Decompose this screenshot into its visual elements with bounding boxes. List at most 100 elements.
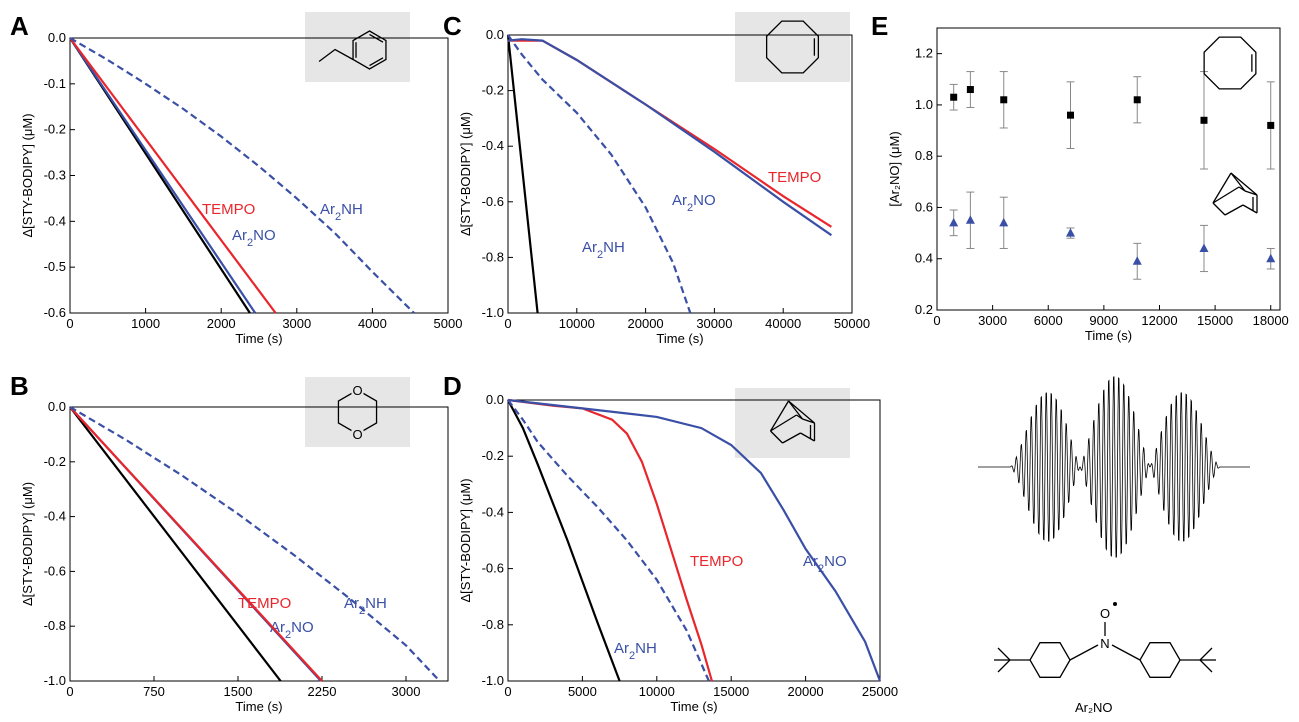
data-point-triangle [1132,256,1142,265]
x-tick-label: 1000 [131,316,160,331]
ring [765,20,820,74]
x-tick-label: 3000 [282,316,311,331]
data-point-triangle [949,217,959,227]
y-tick-label: 1.2 [915,46,933,61]
bond [1230,172,1246,192]
data-point-square [1267,121,1275,129]
series-line-ar2nh [507,34,692,314]
double-bond [369,57,384,67]
bond [787,400,804,420]
bond [782,432,801,444]
x-tick-label: 20000 [788,684,824,699]
y-tick-label: 1.0 [915,97,933,112]
y-tick-label: -1.0 [482,673,504,688]
data-point-square [966,86,974,94]
bond [1244,190,1258,196]
x-tick-label: 3000 [978,313,1007,328]
panel-a: A 0 1000 2000 3000 4000 5000 0.0 -0.1 -0.2 -0.3 -0.… [10,11,462,346]
x-tick-label: 10000 [639,684,675,699]
data-point-triangle [1065,228,1075,237]
x-tick-label: 25000 [862,684,898,699]
series-line-control [69,406,282,682]
x-tick-label: 0 [504,316,511,331]
x-tick-label: 1500 [224,684,253,699]
bond [769,400,790,432]
esr-spectrum [978,376,1250,558]
series-label-ar2nh: Ar2NH [320,201,363,223]
inset-background [735,12,850,82]
x-tick-label: 10000 [559,316,595,331]
x-tick-label: 5000 [434,316,463,331]
dioxane-structure: OO [305,377,410,447]
y-tick-label: -0.8 [482,617,504,632]
n-bond-right [1111,644,1141,661]
data-point-triangle [1199,243,1209,252]
right-phenyl-ring [1139,642,1181,678]
plot-frame [507,34,853,314]
ar2no-compound-label: Ar₂NO [1075,700,1113,715]
bond [800,432,815,442]
x-tick-label: 0 [933,313,940,328]
x-axis-label: Time (s) [670,699,717,714]
esr-trace [978,376,1250,558]
ethylbenzene-structure [305,12,410,82]
cyclooctene-structure [1203,36,1257,90]
bond [1224,204,1244,216]
x-tick-label: 0 [66,684,73,699]
data-point-triangle [965,215,975,224]
x-axis-label: Time (s) [235,331,282,346]
x-tick-label: 3000 [392,684,421,699]
series-line-ar2nh [69,37,415,314]
series-line-control [506,34,539,314]
oxygen-atom: O [352,383,362,398]
y-tick-label: -0.1 [44,76,66,91]
y-tick-label: -0.8 [44,618,66,633]
bond [802,418,815,424]
series-label-ar2nh: Ar2NH [582,239,625,261]
y-tick-label: 0.4 [915,251,933,266]
series-line-tempo [69,406,323,682]
y-axis-label: [Ar₂NO] (μM) [887,131,902,206]
series-label-ar2no: Ar2NO [803,553,847,575]
plot-frame [69,406,449,682]
series-label-tempo: TEMPO [202,201,255,218]
x-tick-label: 50000 [834,316,870,331]
panel-letter: E [871,11,888,41]
y-tick-label: -0.2 [482,83,504,98]
x-tick-label: 15000 [713,684,749,699]
ring [1203,36,1257,90]
series-line-ar2no [507,38,833,237]
series-label-ar2no: Ar2NO [672,192,716,214]
series-line-ar2nh [69,406,441,682]
data-point-square [1133,96,1141,104]
series-label-ar2no: Ar2NO [232,227,276,249]
y-tick-label: -0.4 [44,509,66,524]
y-tick-label: 0.0 [486,392,504,407]
series-line-ar2no [69,37,257,314]
panel-c: C 0 10000 20000 30000 40000 50000 0.0 -0.2 -0.4 -0… [443,11,870,346]
panel-d: D 0 5000 10000 15000 20000 25000 0.0 -0.2 -0.4 -0.… [443,371,898,714]
y-tick-label: -0.2 [44,454,66,469]
series-label-ar2no: Ar2NO [270,619,314,641]
x-tick-label: 2000 [207,316,236,331]
series-line-tempo [507,398,713,682]
panel-letter: A [10,11,29,41]
x-tick-label: 15000 [1197,313,1233,328]
plot-frame [507,399,881,682]
y-tick-label: 0.6 [915,199,933,214]
x-tick-label: 0 [504,684,511,699]
plot-frame [936,27,1281,311]
data-point-square [1200,116,1208,124]
x-tick-label: 18000 [1253,313,1289,328]
y-axis-label: Δ[STY-BODIPY] (μM) [458,112,473,236]
panel-b: B OO0 750 1500 2250 30000.0-0.2-0.4-0.6-0.8-1… [10,371,449,714]
x-tick-label: 12000 [1141,313,1177,328]
x-tick-label: 0 [66,316,73,331]
y-tick-label: 0.0 [48,30,66,45]
y-tick-label: -1.0 [44,673,66,688]
y-tick-label: -0.2 [44,122,66,137]
y-tick-label: -0.4 [482,138,504,153]
cyclooctene-structure [735,12,850,82]
x-tick-label: 4000 [358,316,387,331]
